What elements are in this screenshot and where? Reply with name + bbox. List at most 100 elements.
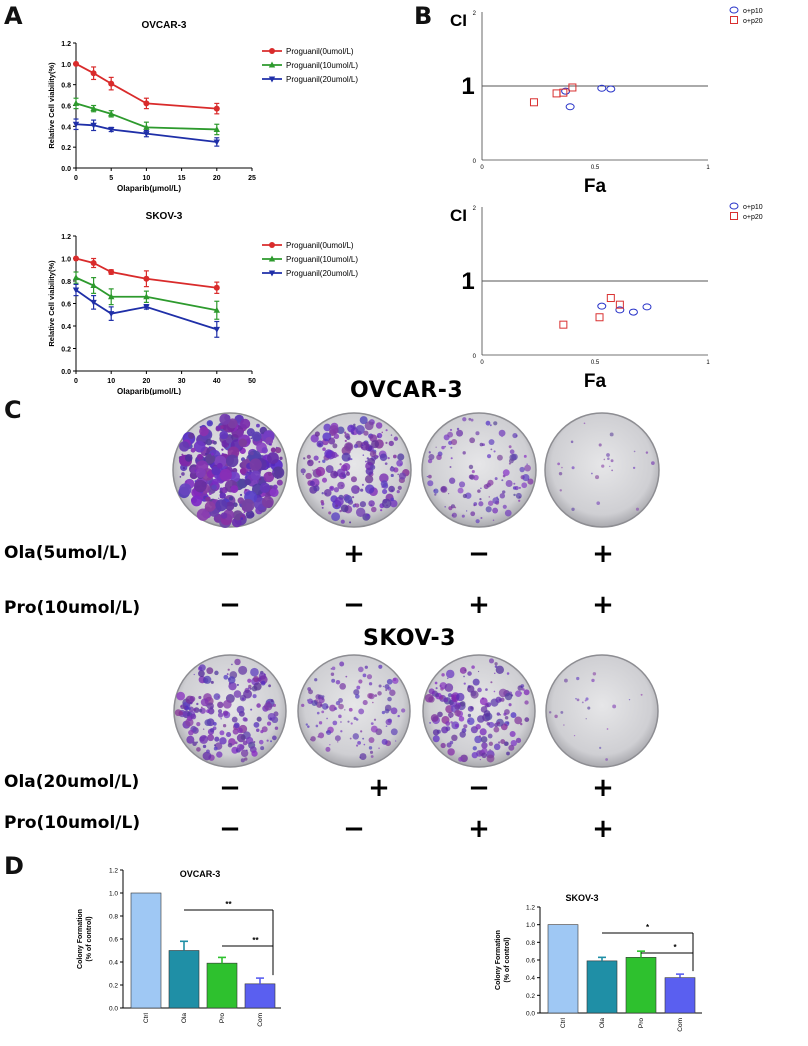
chart-title: OVCAR-3 — [180, 869, 221, 879]
colony — [321, 695, 325, 699]
colony — [236, 705, 245, 714]
colony — [471, 751, 478, 759]
colony — [226, 732, 232, 738]
colony — [264, 702, 273, 711]
colony — [213, 744, 217, 747]
colony — [260, 680, 266, 686]
colony — [276, 479, 283, 486]
colony — [351, 431, 355, 435]
colony — [480, 517, 483, 520]
panel-label-b: B — [414, 2, 433, 30]
x-tick-label: Com — [257, 1013, 264, 1027]
colony — [355, 718, 359, 721]
colony — [267, 452, 279, 465]
colony — [645, 451, 649, 454]
colony — [514, 716, 523, 725]
colony — [217, 712, 224, 718]
colony — [198, 664, 206, 672]
colony — [344, 442, 354, 452]
colony — [450, 457, 453, 460]
colony — [349, 737, 352, 740]
colony — [335, 504, 338, 508]
colony — [481, 752, 487, 759]
y-tick-label: 2 — [473, 11, 477, 17]
colony — [488, 496, 491, 498]
colony — [372, 701, 374, 704]
data-point — [90, 122, 97, 129]
colony — [469, 437, 476, 444]
colony — [564, 678, 568, 683]
colony — [435, 446, 437, 448]
colony — [368, 682, 373, 686]
colony — [196, 702, 199, 706]
colony — [342, 473, 347, 479]
colony — [583, 422, 586, 425]
colony — [378, 664, 383, 669]
colony — [331, 678, 336, 683]
colony — [325, 465, 334, 474]
colony — [321, 697, 324, 701]
data-point — [108, 311, 115, 318]
colony — [601, 464, 605, 468]
colony — [203, 675, 212, 684]
colony — [497, 498, 499, 500]
colony — [272, 484, 278, 490]
colony — [470, 418, 474, 422]
colony — [270, 740, 273, 743]
colony — [256, 728, 260, 732]
ci-point-p10 — [642, 303, 652, 311]
x-tick-label: 25 — [248, 175, 256, 182]
y-axis-label: Relative Cell viability(%) — [47, 260, 56, 347]
y-tick-label: 1.2 — [61, 234, 71, 241]
skov3-pro-sign-1: − — [219, 814, 241, 844]
colony — [612, 704, 617, 709]
colony — [389, 689, 396, 696]
colony — [179, 441, 190, 452]
colony — [220, 718, 222, 720]
colony — [320, 500, 324, 504]
colony — [355, 424, 365, 435]
colony — [635, 507, 640, 511]
ovcar3-ola-sign-4: + — [592, 539, 614, 569]
colony — [447, 431, 454, 438]
data-point — [213, 105, 220, 112]
colony — [269, 498, 271, 500]
colony — [260, 730, 264, 734]
colony — [479, 498, 482, 501]
colony — [266, 739, 269, 742]
colony — [449, 466, 452, 469]
y-tick-label: 1.2 — [526, 905, 535, 912]
colony — [340, 519, 345, 524]
colony — [310, 739, 312, 741]
colony — [272, 470, 275, 473]
colony — [317, 735, 320, 738]
colony — [524, 717, 530, 723]
colony — [225, 501, 235, 511]
colony — [458, 756, 463, 762]
colony — [350, 476, 357, 483]
colony — [347, 720, 350, 723]
colony — [480, 736, 488, 743]
colony — [504, 509, 512, 517]
colony — [454, 723, 459, 728]
colony — [471, 470, 475, 474]
colony — [206, 709, 210, 714]
colony — [362, 737, 365, 740]
colony — [214, 670, 219, 676]
bar-pro — [206, 962, 238, 1009]
colony — [379, 453, 388, 462]
colony — [370, 725, 378, 733]
colony — [395, 740, 397, 742]
x-tick-label: 50 — [248, 378, 256, 385]
colony — [485, 688, 488, 691]
colony — [524, 700, 529, 705]
colony — [508, 744, 515, 751]
colony — [390, 497, 395, 502]
colony — [344, 495, 353, 504]
data-point — [73, 255, 79, 262]
colony — [473, 474, 479, 481]
colony — [449, 428, 453, 432]
colony — [315, 484, 318, 487]
panel-label-c: C — [4, 396, 22, 424]
chart-d-ovcar3: OVCAR-3 0.0 0.2 0.4 0.6 0.8 1.0 1.2 Colony Forma… — [77, 868, 281, 1027]
